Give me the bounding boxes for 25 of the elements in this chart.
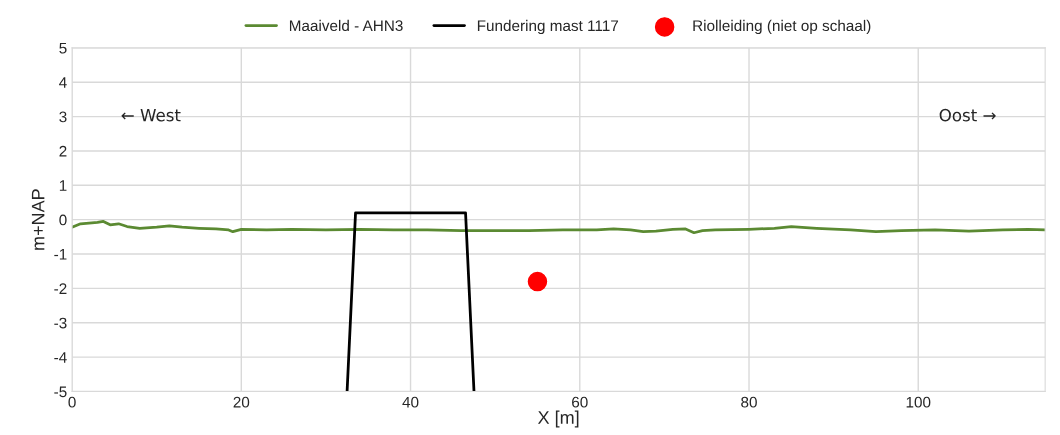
x-tick-label: 80 xyxy=(741,396,757,408)
x-tick-label: 0 xyxy=(68,396,76,408)
y-tick-label: 5 xyxy=(59,42,67,54)
y-tick-label: 4 xyxy=(59,77,67,88)
y-axis-title: m+NAP xyxy=(31,189,45,250)
y-tick-label: 0 xyxy=(59,214,67,226)
y-tick-label: 2 xyxy=(59,145,67,157)
y-tick-label: -1 xyxy=(54,249,67,260)
x-tick-label: 100 xyxy=(906,396,931,408)
annotation: Oost → xyxy=(939,108,996,122)
legend-label: Maaiveld - AHN3 xyxy=(289,19,403,32)
x-axis-title: X [m] xyxy=(537,410,579,428)
y-tick-label: 1 xyxy=(59,180,67,191)
legend-label: Riolleiding (niet op schaal) xyxy=(693,19,871,35)
y-tick-label: 3 xyxy=(59,111,67,123)
x-tick-label: 60 xyxy=(572,396,588,408)
annotation: ← West xyxy=(121,109,181,122)
x-tick-label: 40 xyxy=(402,396,419,408)
y-tick-label: -5 xyxy=(54,386,67,398)
y-tick-label: -3 xyxy=(54,317,67,329)
line-series xyxy=(72,220,1046,235)
x-tick-label: 20 xyxy=(233,396,250,408)
y-tick-label: -4 xyxy=(54,352,67,363)
y-tick-label: -2 xyxy=(54,283,67,294)
legend-label: Fundering mast 1117 xyxy=(477,19,619,35)
